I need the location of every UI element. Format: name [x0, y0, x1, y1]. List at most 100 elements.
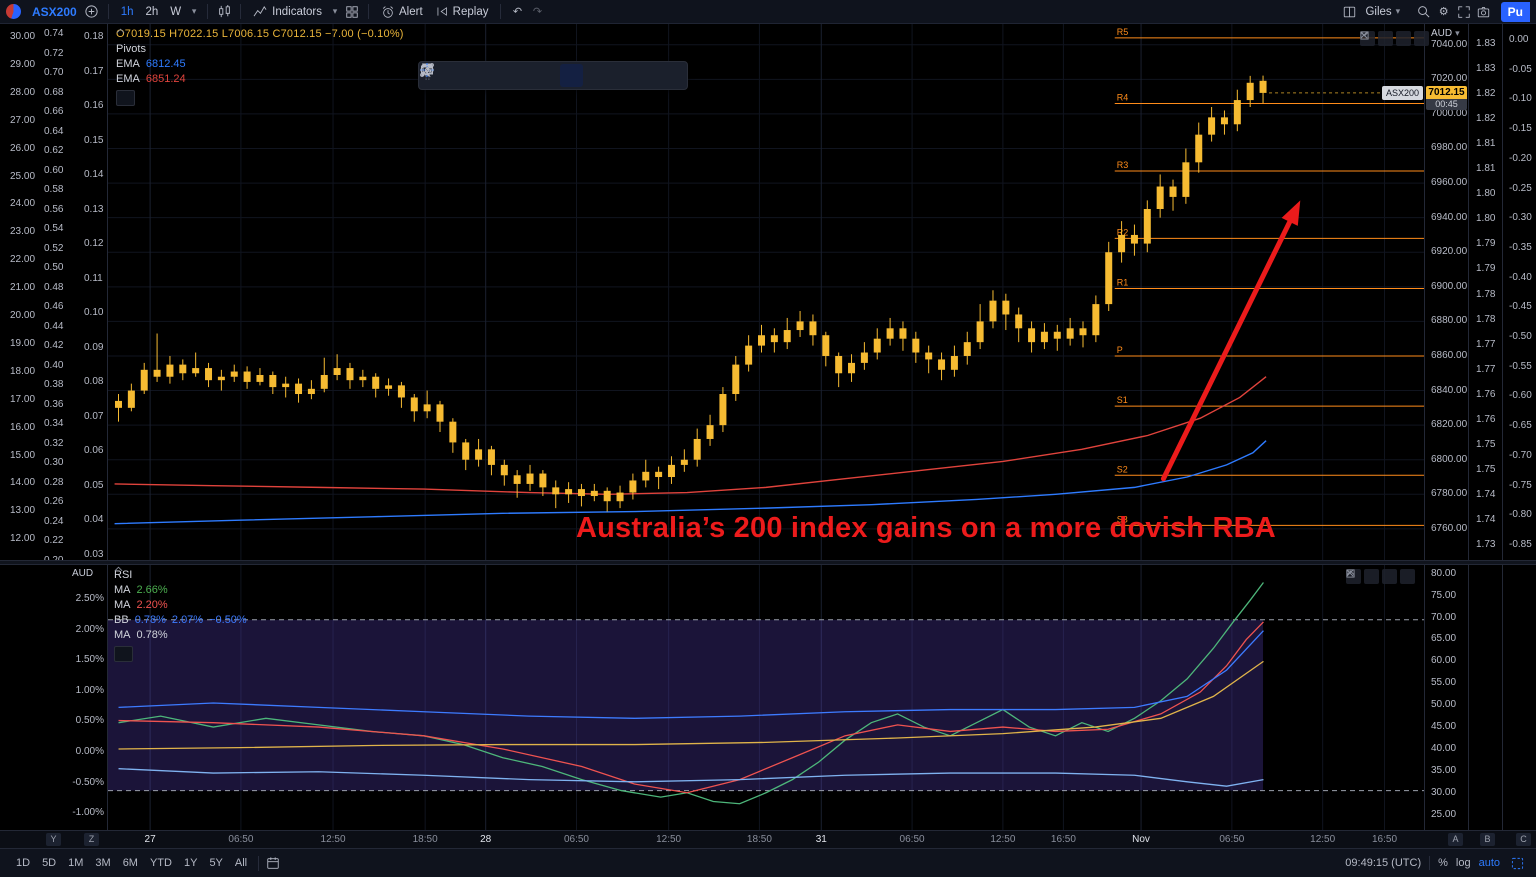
range-button-1m[interactable]: 1M: [68, 857, 84, 869]
time-axis-label[interactable]: 16:50: [1372, 834, 1398, 845]
range-button-all[interactable]: All: [234, 857, 248, 869]
time-axis-label[interactable]: 28: [480, 834, 492, 845]
time-axis-label[interactable]: 06:50: [1219, 834, 1245, 845]
redo-icon[interactable]: ↷: [532, 6, 543, 18]
pane-maximize-icon[interactable]: [1360, 31, 1411, 46]
legend-row[interactable]: MA 2.20%: [114, 599, 247, 611]
indicator-templates-icon[interactable]: [343, 3, 361, 21]
time-axis-label[interactable]: Nov: [1132, 834, 1150, 845]
brush-icon[interactable]: [420, 64, 483, 87]
time-axis-label[interactable]: 31: [815, 834, 827, 845]
time-axis-label[interactable]: 06:50: [899, 834, 925, 845]
pane-close-icon[interactable]: [1360, 31, 1393, 46]
compare-add-icon[interactable]: [83, 3, 101, 21]
range-button-3m[interactable]: 3M: [95, 857, 111, 869]
alert-button[interactable]: Alert: [376, 3, 428, 21]
layout-grid-icon[interactable]: [1340, 3, 1358, 21]
drawing-toolbar[interactable]: ⣿: [418, 61, 688, 90]
horizontal-line-icon[interactable]: [420, 64, 533, 87]
log-scale-button[interactable]: log: [1455, 857, 1471, 869]
delta-scale[interactable]: 0.00 -0.05 -0.10 -0.15 -0.20 -0.25 -0.30 -0.35 -…: [1502, 24, 1536, 848]
symbol-button[interactable]: ASX200: [32, 4, 77, 19]
time-axis-label[interactable]: 27: [144, 834, 156, 845]
range-button-5d[interactable]: 5D: [42, 857, 57, 869]
scale-letter-badge[interactable]: A: [1448, 833, 1463, 846]
pane-maximize-icon[interactable]: [1346, 569, 1397, 584]
pane-close-icon[interactable]: [1346, 569, 1379, 584]
scale-letter-badge[interactable]: B: [1480, 833, 1495, 846]
fullscreen-icon[interactable]: [1455, 3, 1473, 21]
magnet-icon[interactable]: [422, 63, 683, 87]
screenshot-camera-icon[interactable]: [1475, 3, 1493, 21]
ema-line[interactable]: [114, 376, 1267, 495]
time-axis-label[interactable]: 06:50: [563, 834, 589, 845]
time-axis-label[interactable]: 16:50: [1050, 834, 1076, 845]
candlestick-chart[interactable]: R5 R4 R3 R2 R1 P S1 S2 S3: [108, 24, 1424, 560]
rectangle-icon[interactable]: [421, 64, 558, 87]
ellipse-icon[interactable]: [420, 64, 658, 87]
pane-divider[interactable]: [0, 560, 1536, 565]
range-button-1d[interactable]: 1D: [16, 857, 31, 869]
time-axis[interactable]: 27 06:50 12:50 18:50 28 06:50 12:50 18:50 31 06:5…: [0, 830, 1536, 848]
goto-date-icon[interactable]: [264, 854, 282, 872]
rsi-series-line[interactable]: [118, 660, 1264, 750]
undo-icon[interactable]: ↶: [512, 6, 523, 18]
candles-series[interactable]: [115, 75, 1267, 512]
range-button-ytd[interactable]: YTD: [149, 857, 172, 869]
indicators-button[interactable]: Indicators: [248, 3, 327, 20]
interval-dropdown-icon[interactable]: ▾: [191, 6, 197, 16]
rsi-series-line[interactable]: [118, 621, 1264, 794]
range-button-6m[interactable]: 6M: [122, 857, 138, 869]
rsi-pane[interactable]: RSI MA 2.66% MA 2.20% BB 0.78% 2.07% −0.50% MA 0.7…: [108, 565, 1424, 830]
percent-scale-button[interactable]: %: [1438, 857, 1448, 869]
chart-style-icon[interactable]: [215, 3, 233, 21]
rsi-chart[interactable]: [108, 565, 1424, 830]
scale-letter-badge[interactable]: Z: [84, 833, 99, 846]
maximize-chart-icon[interactable]: [1508, 854, 1526, 872]
text-icon[interactable]: [422, 64, 508, 87]
auto-scale-button[interactable]: auto: [1478, 857, 1500, 869]
left-price-scales[interactable]: 30.00 29.00 28.00 27.00 26.00 25.00 24.00 23.00…: [0, 24, 108, 848]
time-axis-label[interactable]: 18:50: [746, 834, 772, 845]
main-chart-pane[interactable]: R5 R4 R3 R2 R1 P S1 S2 S3 O7019.15 H7022.15 L700…: [108, 24, 1429, 560]
pane-more-icon[interactable]: [1360, 31, 1429, 46]
price-scale-currency[interactable]: AUD ▾: [1431, 28, 1467, 39]
publish-button[interactable]: Pu: [1500, 1, 1530, 22]
time-axis-label[interactable]: 12:50: [320, 834, 346, 845]
rsi-series-line[interactable]: [118, 768, 1264, 787]
range-button-1y[interactable]: 1Y: [183, 857, 198, 869]
legend-row[interactable]: Pivots: [116, 43, 404, 55]
indicators-dropdown-icon[interactable]: ▾: [332, 6, 338, 16]
cross-cursor-icon[interactable]: [420, 63, 583, 87]
price-scale[interactable]: AUD ▾ 7012.15 00:45 7040.00 7020.00 7000.0…: [1424, 24, 1468, 848]
annotation-arrow[interactable]: [1160, 200, 1301, 482]
pane-more-icon[interactable]: [1346, 569, 1415, 584]
legend-row[interactable]: EMA 6812.45: [116, 58, 404, 70]
arrow-cursor-icon[interactable]: [422, 62, 608, 87]
scale-letter-badge[interactable]: C: [1516, 833, 1531, 846]
scale-letter-badge[interactable]: Y: [46, 833, 61, 846]
time-axis-label[interactable]: 12:50: [656, 834, 682, 845]
trendline-icon[interactable]: [420, 63, 633, 87]
interval-w-button[interactable]: W: [170, 5, 182, 18]
legend-row[interactable]: MA 0.78%: [114, 629, 247, 641]
settings-gear-icon[interactable]: ⚙: [1438, 6, 1449, 18]
aud-scale[interactable]: 1.83 1.83 1.82 1.82 1.81 1.81 1.80 1.80 1.79 1.79…: [1468, 24, 1502, 848]
interval-1h-button[interactable]: 1h: [120, 5, 134, 18]
time-axis-label[interactable]: 18:50: [412, 834, 438, 845]
legend-row[interactable]: EMA 6851.24: [116, 73, 404, 85]
rsi-collapse-button[interactable]: [114, 566, 133, 662]
time-axis-label[interactable]: 12:50: [990, 834, 1016, 845]
clock-utc[interactable]: 09:49:15 (UTC): [1345, 857, 1422, 869]
range-button-5y[interactable]: 5Y: [209, 857, 223, 869]
replay-button[interactable]: Replay: [430, 3, 494, 20]
rsi-series-line[interactable]: [118, 630, 1264, 719]
legend-row[interactable]: RSI: [114, 569, 247, 581]
search-icon[interactable]: [1415, 3, 1433, 21]
time-axis-label[interactable]: 06:50: [228, 834, 254, 845]
time-axis-label[interactable]: 12:50: [1310, 834, 1336, 845]
ema-line[interactable]: [114, 440, 1267, 525]
interval-2h-button[interactable]: 2h: [145, 5, 159, 18]
legend-row[interactable]: BB 0.78% 2.07% −0.50%: [114, 614, 247, 626]
user-menu-button[interactable]: Giles ▾: [1360, 4, 1412, 20]
